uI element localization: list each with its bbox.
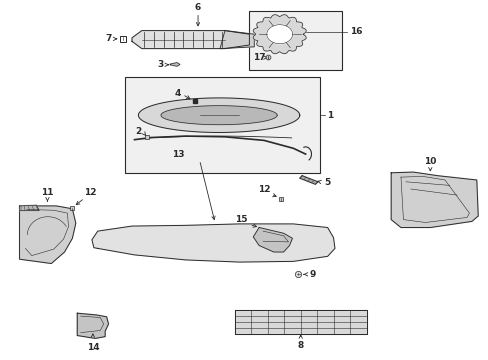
Text: 10: 10 xyxy=(423,157,436,166)
Text: 1: 1 xyxy=(326,111,332,120)
Polygon shape xyxy=(161,106,277,125)
Text: 6: 6 xyxy=(195,3,201,12)
Bar xyxy=(249,11,342,70)
Text: 11: 11 xyxy=(41,188,54,197)
Text: 12: 12 xyxy=(83,188,96,197)
Polygon shape xyxy=(77,313,108,338)
Polygon shape xyxy=(253,15,305,54)
Text: 13: 13 xyxy=(172,150,184,159)
Polygon shape xyxy=(253,228,292,252)
Polygon shape xyxy=(132,31,249,49)
Polygon shape xyxy=(20,205,39,211)
Text: 4: 4 xyxy=(174,89,181,98)
Text: 9: 9 xyxy=(308,270,315,279)
Text: 7: 7 xyxy=(105,34,111,43)
Polygon shape xyxy=(299,176,317,184)
Polygon shape xyxy=(390,172,477,228)
Text: 12: 12 xyxy=(257,185,270,194)
Polygon shape xyxy=(138,98,299,132)
Polygon shape xyxy=(266,25,292,44)
Text: 8: 8 xyxy=(297,341,303,350)
Polygon shape xyxy=(220,31,254,49)
Polygon shape xyxy=(170,63,180,66)
Polygon shape xyxy=(234,310,366,334)
Polygon shape xyxy=(92,224,334,262)
Text: 3: 3 xyxy=(157,60,163,69)
Polygon shape xyxy=(20,206,76,264)
Text: 14: 14 xyxy=(86,343,99,352)
Text: 16: 16 xyxy=(349,27,362,36)
Text: 15: 15 xyxy=(234,215,247,224)
Text: 17: 17 xyxy=(252,53,265,62)
Text: 2: 2 xyxy=(135,127,142,136)
Bar xyxy=(124,77,320,173)
Text: 5: 5 xyxy=(324,178,330,187)
